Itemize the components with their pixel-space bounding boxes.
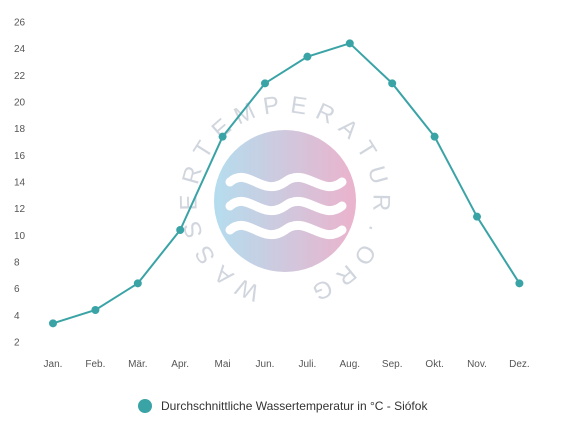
y-tick-label: 18	[14, 124, 26, 135]
y-tick-label: 16	[14, 151, 26, 162]
data-point[interactable]	[261, 79, 269, 88]
watermark-wave	[225, 172, 347, 192]
watermark-letter: P	[261, 91, 281, 120]
x-tick-label: Okt.	[425, 359, 443, 370]
y-tick-label: 24	[14, 44, 26, 55]
data-point[interactable]	[218, 132, 227, 141]
data-point[interactable]	[133, 279, 142, 288]
data-point[interactable]	[430, 132, 439, 141]
y-tick-label: 20	[14, 98, 26, 109]
y-tick-label: 12	[14, 204, 26, 215]
x-tick-label: Dez.	[509, 359, 530, 370]
watermark-letter: T	[351, 137, 382, 164]
watermark-letter: T	[188, 136, 219, 163]
y-tick-label: 26	[14, 18, 26, 29]
watermark-wave	[225, 220, 347, 240]
x-tick-label: Mär.	[128, 359, 147, 370]
x-tick-label: Aug.	[340, 359, 361, 370]
x-tick-label: Apr.	[171, 359, 189, 370]
watermark-letter: M	[230, 97, 259, 130]
watermark-letter: S	[178, 218, 209, 241]
y-tick-label: 10	[14, 231, 26, 242]
y-tick-label: 8	[14, 258, 20, 269]
legend-label[interactable]: Durchschnittliche Wassertemperatur in °C…	[161, 399, 428, 413]
watermark-letter: R	[177, 163, 208, 187]
data-point[interactable]	[473, 212, 481, 221]
data-point[interactable]	[388, 79, 397, 88]
watermark-letter: U	[362, 163, 393, 187]
watermark-letter: A	[333, 113, 363, 144]
x-tick-label: Mai	[215, 359, 231, 370]
watermark-wave	[225, 196, 347, 216]
y-tick-label: 4	[14, 311, 20, 322]
y-tick-label: 6	[14, 284, 20, 295]
data-point[interactable]	[303, 52, 312, 61]
y-tick-label: 14	[14, 178, 26, 189]
y-tick-label: 2	[14, 338, 20, 349]
watermark-letter: R	[331, 259, 362, 291]
x-tick-label: Jan.	[44, 359, 63, 370]
x-tick-label: Nov.	[467, 359, 487, 370]
data-point[interactable]	[91, 306, 100, 314]
x-tick-label: Sep.	[382, 359, 403, 370]
data-point[interactable]	[49, 319, 57, 328]
watermark-letter: O	[348, 239, 381, 270]
watermark-letter: W	[231, 272, 263, 306]
x-tick-label: Juli.	[299, 359, 317, 370]
watermark-letter: E	[289, 91, 309, 120]
data-point[interactable]	[515, 279, 524, 288]
series-line	[52, 42, 521, 325]
legend-marker[interactable]	[138, 399, 152, 413]
x-tick-label: Jun.	[256, 359, 275, 370]
series-group	[49, 39, 524, 328]
x-tick-label: Feb.	[85, 359, 105, 370]
legend[interactable]: Durchschnittliche Wassertemperatur in °C…	[138, 399, 428, 413]
watermark-letter: G	[309, 273, 337, 305]
x-axis: Jan. Feb. Mär. Apr. Mai Jun. Juli. Aug. Sep. Okt.…	[44, 359, 530, 370]
y-tick-label: 22	[14, 71, 26, 82]
watermark-letter: E	[175, 194, 202, 210]
watermark-letter: A	[209, 260, 239, 291]
watermark-letter: R	[312, 98, 339, 130]
watermark-letter: S	[190, 240, 221, 268]
data-point[interactable]	[176, 226, 185, 234]
watermark-letter: .	[363, 223, 391, 237]
watermark-letter: R	[367, 194, 394, 212]
data-point[interactable]	[345, 39, 354, 48]
